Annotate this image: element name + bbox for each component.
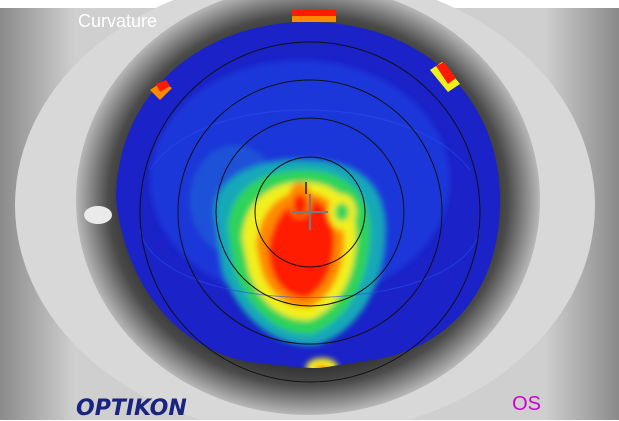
reference-rings — [139, 41, 481, 383]
brand-logo-text: OPTIKON — [76, 395, 187, 421]
curvature-color-map — [116, 22, 500, 368]
center-crosshair — [292, 194, 328, 230]
brand-logo: OPTIKON — [76, 395, 187, 421]
map-title: Curvature — [78, 11, 158, 31]
edge-peaks — [150, 10, 460, 100]
eye-side-label: OS — [512, 393, 541, 415]
